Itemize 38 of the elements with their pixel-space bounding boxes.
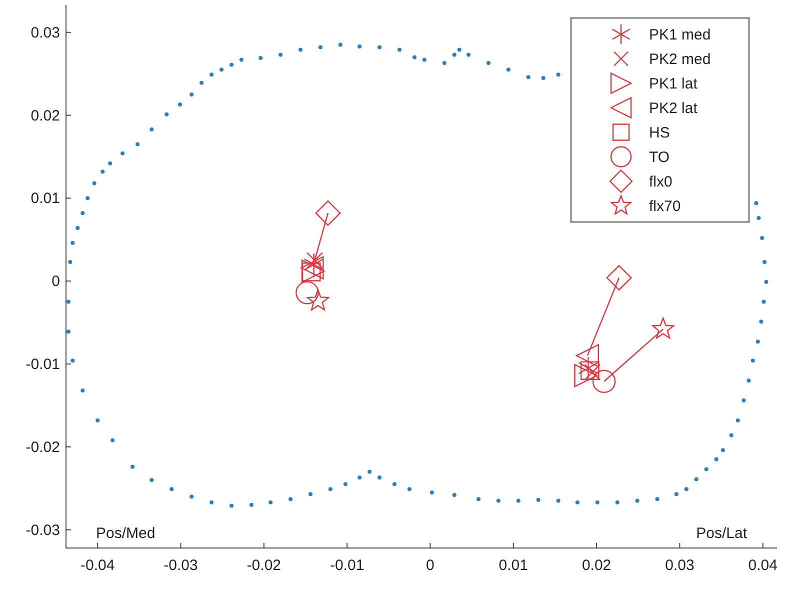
legend-label: HS bbox=[649, 124, 670, 142]
legend-label: PK1 lat bbox=[649, 75, 698, 92]
legend-label: PK2 med bbox=[649, 50, 711, 68]
x-tick-label: -0.03 bbox=[164, 557, 198, 574]
y-tick-label: 0.03 bbox=[30, 24, 60, 42]
legend-label: TO bbox=[649, 148, 670, 166]
y-tick-label: 0 bbox=[52, 273, 60, 290]
y-tick-label: 0.02 bbox=[30, 107, 60, 124]
point bbox=[652, 318, 674, 339]
point bbox=[574, 364, 598, 388]
point bbox=[300, 256, 324, 280]
x-tick-label: 0.01 bbox=[498, 557, 528, 574]
x-tick-label: 0.02 bbox=[582, 557, 612, 574]
point bbox=[606, 265, 632, 290]
legend-label: PK2 lat bbox=[649, 100, 698, 117]
point bbox=[315, 200, 341, 226]
x-tick-label: 0 bbox=[426, 557, 434, 574]
annotation: Pos/Med bbox=[96, 525, 156, 542]
legend-label: flx70 bbox=[649, 198, 681, 215]
x-tick-label: -0.02 bbox=[246, 557, 282, 574]
x-tick-label: -0.01 bbox=[330, 557, 364, 574]
point bbox=[296, 281, 319, 304]
point bbox=[592, 370, 616, 393]
x-tick-label: 0.04 bbox=[748, 557, 778, 574]
legend-label: PK1 med bbox=[649, 26, 711, 44]
point bbox=[301, 260, 325, 283]
y-tick-label: -0.02 bbox=[26, 438, 60, 456]
x-tick-label: -0.04 bbox=[80, 557, 115, 574]
annotation: Pos/Lat bbox=[696, 525, 748, 542]
y-tick-label: -0.03 bbox=[26, 522, 60, 539]
point bbox=[304, 252, 324, 276]
legend-label: flx0 bbox=[649, 173, 672, 190]
point bbox=[578, 356, 598, 380]
y-tick-label: -0.01 bbox=[26, 356, 60, 373]
y-tick-label: 0.01 bbox=[30, 190, 60, 208]
point bbox=[306, 289, 330, 310]
x-tick-label: 0.03 bbox=[665, 557, 694, 574]
point bbox=[576, 344, 599, 368]
